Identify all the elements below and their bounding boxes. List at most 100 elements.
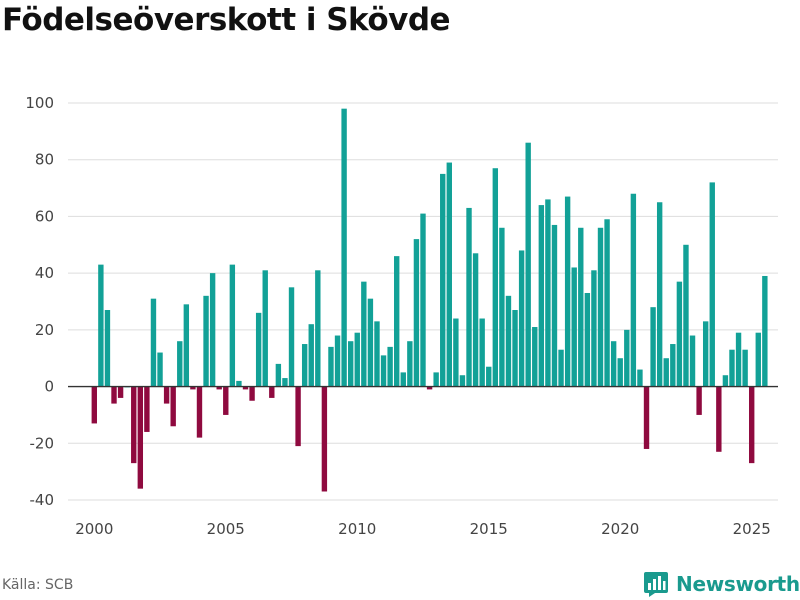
bar — [597, 227, 604, 387]
x-tick-label: 2005 — [207, 520, 245, 538]
bar — [492, 168, 499, 387]
bar — [209, 273, 216, 387]
brand-logo[interactable]: Newsworthy — [643, 568, 800, 600]
bar — [499, 227, 505, 387]
bar — [255, 312, 262, 387]
bar — [229, 264, 236, 387]
bar — [315, 270, 321, 387]
bar — [98, 264, 104, 387]
bar — [354, 332, 360, 387]
y-tick-label: 80 — [35, 151, 54, 169]
bar — [551, 224, 558, 387]
bar — [426, 386, 433, 390]
bar — [472, 253, 479, 387]
bar — [361, 281, 367, 387]
brand-name: Newsworthy — [676, 572, 800, 596]
bar — [203, 295, 209, 387]
bar — [269, 386, 275, 398]
bar — [170, 386, 176, 427]
x-tick-label: 2000 — [75, 520, 113, 538]
bar — [578, 227, 584, 387]
bar — [624, 329, 630, 387]
bar — [762, 275, 768, 387]
bar — [676, 281, 683, 387]
bar — [131, 386, 137, 464]
bar — [512, 310, 518, 387]
bar — [144, 386, 150, 432]
x-axis-ticks: 2000 2005 2010 2015 2020 2025 — [75, 520, 771, 538]
bar — [749, 386, 755, 464]
newsworthy-logo-icon — [644, 572, 668, 597]
bar — [308, 324, 314, 387]
y-tick-label: 20 — [35, 321, 54, 339]
bar — [610, 341, 617, 387]
bar — [735, 332, 742, 387]
bar — [755, 332, 761, 387]
bar — [275, 363, 282, 387]
source-note: Källa: SCB — [2, 577, 74, 593]
bar — [328, 346, 334, 387]
bar — [420, 213, 426, 387]
bar — [591, 270, 597, 387]
y-tick-label: 40 — [35, 264, 54, 282]
bar — [407, 341, 413, 387]
bar — [380, 355, 387, 387]
bar — [91, 386, 97, 424]
x-tick-label: 2020 — [601, 520, 639, 538]
bar — [637, 369, 643, 387]
bar — [301, 344, 308, 387]
bar — [479, 318, 485, 387]
bar — [440, 173, 446, 387]
bar — [400, 372, 406, 387]
bar — [413, 239, 420, 387]
bar — [236, 380, 242, 387]
bar — [446, 162, 452, 387]
bar — [656, 202, 663, 387]
bar — [242, 386, 249, 390]
bar — [558, 349, 564, 387]
bar — [486, 366, 492, 387]
bar — [643, 386, 650, 449]
bar — [670, 344, 676, 387]
bar — [525, 142, 531, 387]
bar — [223, 386, 229, 415]
bar — [702, 321, 709, 387]
bar — [604, 219, 610, 387]
bar — [374, 321, 380, 387]
bar — [163, 386, 170, 404]
bar — [111, 386, 117, 404]
bar — [347, 341, 354, 387]
bar — [295, 386, 301, 447]
bar — [729, 349, 735, 387]
bar — [334, 335, 341, 387]
bar — [663, 358, 669, 387]
bar — [650, 307, 656, 387]
bar — [532, 327, 538, 387]
bar — [104, 310, 111, 387]
bar — [459, 375, 466, 387]
y-tick-label: -20 — [30, 434, 55, 452]
bar — [196, 386, 203, 438]
y-tick-label: 100 — [25, 94, 54, 112]
bar — [433, 372, 439, 387]
bar — [190, 386, 196, 390]
bar — [709, 182, 715, 387]
bar — [722, 375, 729, 387]
chart-title: Födelseöverskott i Skövde — [2, 2, 451, 38]
bar — [545, 199, 551, 387]
bars — [91, 108, 768, 492]
bar — [571, 267, 577, 387]
bar — [341, 108, 347, 387]
bar — [716, 386, 722, 452]
bar — [282, 378, 288, 387]
bar — [538, 205, 545, 387]
bar — [367, 298, 374, 387]
bar — [505, 295, 512, 387]
bar — [249, 386, 255, 401]
y-axis-ticks: -40 -20 0 20 40 60 80 100 — [25, 94, 54, 509]
bar — [387, 346, 393, 387]
bar — [262, 270, 268, 387]
bar — [394, 256, 400, 387]
bar — [117, 386, 124, 398]
